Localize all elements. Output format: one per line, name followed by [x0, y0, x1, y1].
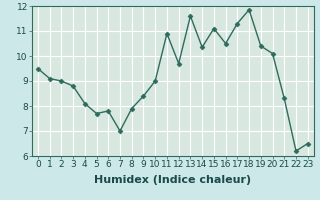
X-axis label: Humidex (Indice chaleur): Humidex (Indice chaleur) [94, 175, 252, 185]
